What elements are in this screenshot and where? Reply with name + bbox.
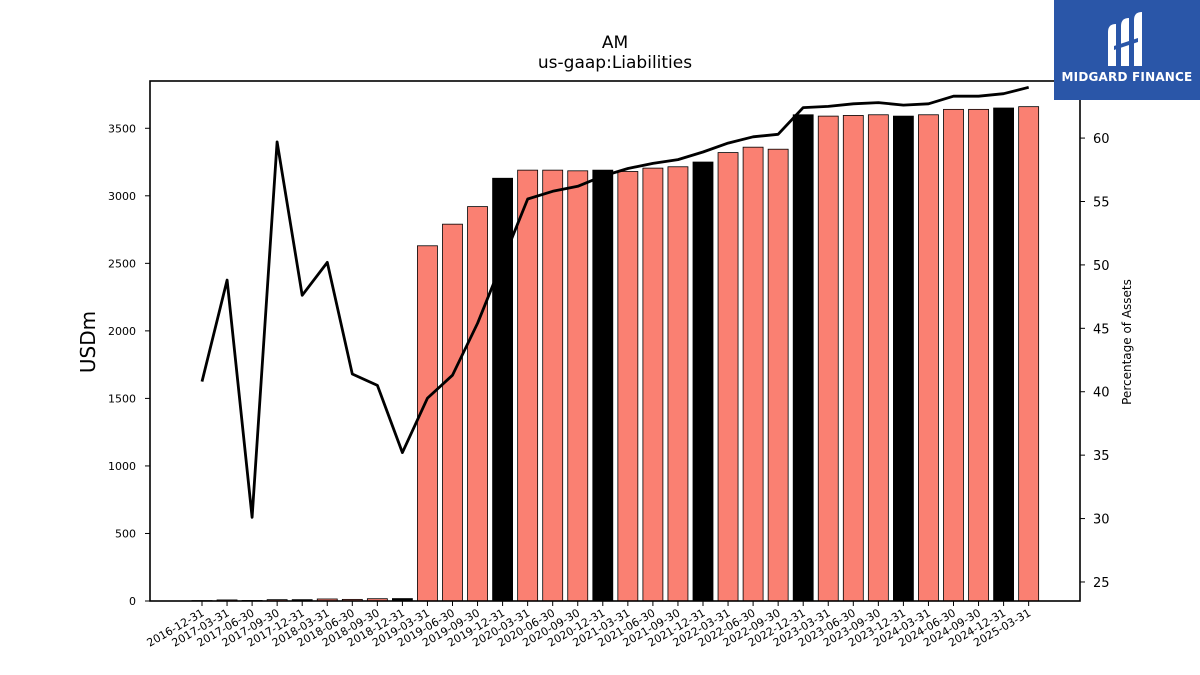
y-tick-label-left: 2000: [108, 325, 136, 338]
y-tick-label-right: 30: [1093, 513, 1110, 528]
midgard-logo-icon: [1108, 12, 1142, 66]
bar-2024-03-31: [918, 114, 939, 602]
bar-2020-03-31: [517, 169, 539, 602]
chart-title: AM: [602, 33, 628, 53]
bars-layer: [191, 106, 1040, 602]
y-tick-label-right: 55: [1093, 195, 1110, 210]
bar-2022-06-30: [742, 146, 764, 602]
brand-logo: MIDGARD FINANCE: [1054, 0, 1200, 100]
percentage-line: [200, 85, 1030, 519]
axes-layer: [149, 80, 1081, 602]
bar-2021-06-30: [642, 167, 664, 602]
bar-2020-12-31: [592, 169, 614, 602]
y-tick-label-left: 500: [115, 527, 136, 540]
bar-2019-06-30: [442, 223, 463, 602]
y-tick-label-right: 50: [1093, 259, 1110, 274]
y-tick-label-left: 1500: [108, 392, 136, 405]
y-tick-label-right: 25: [1093, 576, 1110, 591]
bar-2022-03-31: [717, 152, 739, 602]
y-tick-label-right: 60: [1093, 132, 1110, 147]
bar-2023-06-30: [842, 115, 864, 602]
y-tick-label-left: 2500: [108, 257, 136, 270]
bar-2022-09-30: [767, 148, 789, 602]
y-tick-label-left: 3000: [108, 190, 136, 203]
y-tick-label-right: 45: [1093, 322, 1110, 337]
bar-2021-12-31: [692, 161, 714, 602]
bar-2023-09-30: [867, 114, 889, 602]
bar-2021-09-30: [667, 166, 689, 602]
line-layer: [200, 85, 1030, 519]
bar-2021-03-31: [617, 171, 639, 602]
bar-2024-12-31: [993, 107, 1014, 602]
brand-name: MIDGARD FINANCE: [1061, 70, 1193, 84]
y-axis-label-right: Percentage of Assets: [1120, 279, 1134, 405]
bar-2019-09-30: [467, 206, 488, 602]
y-tick-label-right: 35: [1093, 449, 1110, 464]
y-tick-label-left: 0: [129, 595, 136, 608]
bar-2020-09-30: [567, 170, 589, 602]
y-tick-label-right: 40: [1093, 386, 1110, 401]
y-tick-label-left: 1000: [108, 460, 136, 473]
chart-subtitle: us-gaap:Liabilities: [538, 53, 692, 73]
bar-2025-03-31: [1018, 106, 1040, 602]
bar-2020-06-30: [542, 169, 564, 602]
plot-frame: [149, 80, 1081, 602]
bar-2023-12-31: [893, 115, 914, 602]
y-tick-label-left: 3500: [108, 122, 136, 135]
y-axis-label-left: USDm: [76, 311, 100, 373]
bar-2023-03-31: [817, 115, 839, 602]
bar-2024-06-30: [943, 108, 964, 602]
bar-2022-12-31: [792, 114, 814, 602]
bar-2024-09-30: [968, 108, 989, 602]
bar-2019-03-31: [417, 245, 438, 602]
